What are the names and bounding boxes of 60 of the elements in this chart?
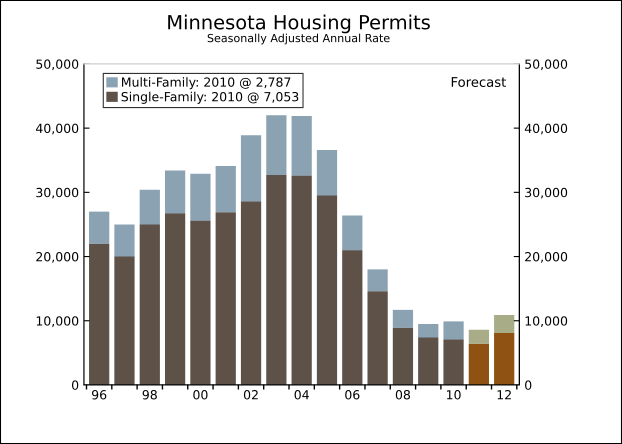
legend-label: Single-Family: 2010 @ 7,053 (122, 92, 298, 104)
chart-title: Minnesota Housing Permits (168, 14, 430, 34)
x-tick-label: 02 (244, 390, 258, 400)
bar (114, 224, 135, 257)
y2-tick-label: 20,000 (525, 252, 568, 263)
bar (392, 310, 414, 328)
y2-tick-label: 40,000 (524, 124, 568, 134)
annotation: Forecast (452, 77, 506, 87)
y-tick-label: 50,000 (36, 59, 78, 70)
bar (292, 116, 312, 176)
bar (266, 175, 286, 385)
bar (164, 214, 186, 385)
bar (468, 344, 489, 385)
bar (392, 328, 414, 385)
bar (316, 196, 338, 385)
bar (443, 321, 464, 340)
bar (367, 291, 388, 385)
bar (292, 176, 312, 385)
bar (316, 150, 338, 196)
y2-tick-label: 50,000 (525, 59, 568, 70)
y2-tick-label: 0 (525, 380, 532, 390)
y2-tick-label: 10,000 (526, 316, 568, 327)
bar (342, 250, 362, 385)
bar (216, 212, 236, 385)
bar (367, 269, 388, 292)
bar (216, 166, 236, 212)
x-tick-label: 04 (294, 390, 309, 400)
bar (140, 190, 160, 224)
y2-tick-label: 30,000 (525, 188, 568, 199)
bar (266, 115, 286, 176)
chart-subtitle: Seasonally Adjusted Annual Rate (208, 34, 390, 44)
x-tick-label: 00 (193, 390, 208, 400)
y-tick-label: 30,000 (36, 188, 78, 199)
bar (240, 201, 262, 385)
x-tick-label: 06 (345, 390, 360, 400)
y-tick-label: 10,000 (36, 316, 78, 327)
y-tick-label: 40,000 (36, 124, 78, 134)
bar (190, 174, 211, 221)
x-tick-label: 10 (446, 390, 461, 400)
y-tick-label: 20,000 (36, 252, 78, 263)
bar (114, 256, 135, 385)
legend-label: Multi-Family: 2010 @ 2,787 (122, 77, 290, 90)
bar (468, 330, 489, 344)
bar (89, 244, 110, 385)
bar (418, 337, 438, 385)
bar (140, 224, 160, 385)
bar (494, 314, 514, 333)
x-tick-label: 08 (396, 390, 410, 400)
bar (164, 170, 186, 214)
bar (494, 332, 514, 385)
bar (89, 212, 110, 244)
bar (443, 339, 464, 385)
x-tick-label: 98 (142, 390, 157, 400)
bar (418, 324, 438, 338)
x-tick-label: 96 (92, 390, 106, 400)
bar (240, 135, 262, 202)
x-tick-label: 12 (498, 390, 511, 400)
bar (190, 220, 211, 385)
bar (342, 215, 362, 250)
y-tick-label: 0 (72, 380, 78, 390)
